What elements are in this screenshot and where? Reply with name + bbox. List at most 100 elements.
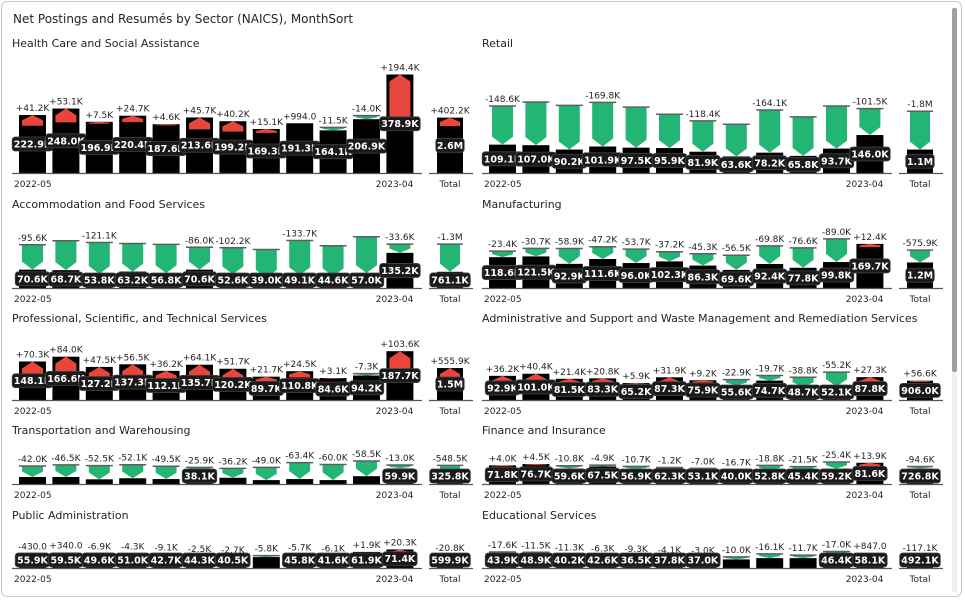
x-tick-total: Total [438,575,460,585]
month-bar [219,477,247,484]
month-delta-label: -17.6K [488,541,518,551]
month-decrease-arrow [625,249,647,264]
month-value-label: 65.2K [621,387,652,398]
month-value-label: 199.2K [214,143,252,154]
total-delta-label: -117.1K [903,544,939,554]
month-delta-label: -25.9K [185,456,215,466]
month-value-label: 191.3K [281,144,319,155]
month-value-label: 96.0K [621,271,652,282]
x-tick-total: Total [438,295,460,305]
x-tick-last: 2023-04 [376,180,414,190]
month-delta-label: -53.7K [621,238,651,248]
total-delta-label: -575.9K [903,239,939,249]
total-delta-label: -94.6K [905,456,935,466]
month-value-label: 81.9K [687,158,718,169]
month-delta-label: -133.7K [282,229,318,239]
month-value-label: 111.6K [584,269,622,280]
month-decrease-arrow [525,248,547,257]
month-delta-label: -6.9K [88,542,113,552]
month-delta-label: -69.8K [755,235,785,245]
month-delta-label: -14.0K [352,105,382,115]
panel-manufacturing: -23.4K 118.6K -30.7K 121.5K -58.9K 92.9K -47.2… [481,228,943,305]
month-value-label-bg [382,468,418,484]
month-delta-label: +36.2K [149,360,184,370]
month-decrease-arrow [792,116,814,156]
month-delta-label: -16.7K [722,458,752,468]
month-increase-arrow [55,108,77,123]
total-value-label: 325.8K [431,472,469,483]
month-delta-label: -17.0K [822,541,852,551]
vertical-scrollbar[interactable] [952,8,957,592]
total-delta-label: -1.3M [437,233,462,243]
month-decrease-arrow [55,240,77,271]
month-value-label: 71.8K [487,470,518,481]
month-decrease-arrow [122,464,144,479]
month-increase-arrow [322,378,344,379]
month-value-label: 81.5K [554,385,585,396]
month-value-label: 102.3K [651,270,689,281]
month-decrease-arrow [826,238,847,263]
month-value-label: 94.2K [351,383,382,394]
month-value-label: 51.0K [117,556,148,567]
month-value-label: 41.6K [318,556,349,567]
month-delta-label: -4.9K [591,454,616,464]
month-value-label: 65.8K [788,160,819,171]
month-value-label: 63.2K [117,275,148,286]
month-decrease-arrow [558,248,580,264]
x-tick-total: Total [908,491,930,501]
month-value-label: 63.6K [721,160,752,171]
month-value-label-bg [382,551,418,567]
month-value-label: 55.9K [17,556,48,567]
month-decrease-arrow [255,249,277,278]
month-value-label: 77.8K [788,273,819,284]
month-decrease-arrow [692,120,714,152]
month-value-label: 222.9K [14,140,52,151]
month-value-label-bg [379,263,421,278]
month-value-label: 101.9K [584,155,622,166]
month-delta-label: +70.3K [16,350,51,360]
month-delta-label: +47.5K [83,356,118,366]
x-tick-last: 2023-04 [376,575,414,585]
month-value-label: 45.8K [284,556,315,567]
total-value-label-bg [429,468,471,484]
month-delta-label: -55.2K [822,361,852,371]
month-value-label: 220.4K [114,140,152,151]
month-value-label-bg [348,272,385,288]
month-decrease-arrow [592,102,614,147]
month-decrease-arrow [759,245,781,264]
month-delta-label: -1.2K [658,456,683,466]
month-value-label: 187.7K [381,371,419,382]
total-decrease-arrow [440,244,460,272]
month-decrease-arrow [592,246,614,259]
month-delta-label: -2.5K [188,545,213,555]
month-value-label: 40.0K [721,472,752,483]
total-value-label-bg [905,267,935,283]
scrollbar-thumb[interactable] [952,8,957,372]
month-delta-label: -21.5K [788,456,818,466]
month-delta-label: +13.9K [853,452,888,462]
total-value-label: 906.0K [901,386,939,397]
month-bar [85,479,113,484]
month-delta-label: +5.9K [622,372,651,382]
total-value-label-bg [429,552,471,568]
month-delta-label: -19.7K [755,364,785,374]
month-delta-label: -22.9K [722,369,752,379]
month-increase-arrow [122,115,144,123]
panel-title: Health Care and Social Assistance [12,37,200,50]
month-delta-label: -2.7K [221,546,246,556]
x-tick-last: 2023-04 [846,491,884,501]
month-delta-label: +194.4K [380,63,420,73]
month-decrease-arrow [322,464,344,481]
total-value-label-bg [429,272,471,288]
month-delta-label: +15.1K [250,118,285,128]
month-delta-label: -47.2K [588,236,618,246]
month-delta-label: -52.5K [85,455,115,465]
panel-title: Manufacturing [482,198,562,211]
month-value-label: 48.9K [520,556,551,567]
month-delta-label: -60.0K [318,454,348,464]
total-delta-label: +402.2K [430,107,470,117]
month-value-label-bg [849,146,891,162]
month-decrease-arrow [255,467,277,481]
month-delta-label: +24.5K [283,360,318,370]
month-value-label-bg [852,465,888,481]
